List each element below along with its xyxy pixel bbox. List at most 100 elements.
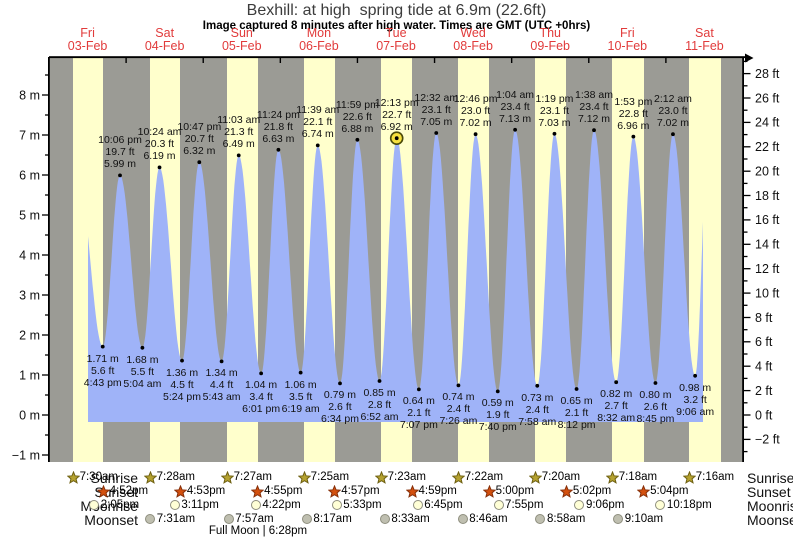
tide-high-label: 11:03 am 21.3 ft 6.49 m	[217, 114, 260, 150]
sunrise-time: 7:22am	[464, 471, 504, 483]
tide-point-dot	[416, 387, 421, 392]
ft-tick-label: 20 ft	[755, 165, 780, 179]
tide-label-line: 5.99 m	[103, 158, 137, 171]
tide-label-line: 7.05 m	[420, 116, 453, 128]
ft-tick-label: 22 ft	[755, 140, 780, 154]
tide-label-line: 23.1 ft	[421, 104, 451, 116]
tide-label-line: 6.74 m	[301, 128, 334, 141]
day-label: Fri 10-Feb	[589, 27, 666, 53]
tide-point-dot	[592, 128, 596, 133]
moonset-circle-icon	[613, 514, 624, 524]
moonset-circle-icon	[379, 514, 390, 524]
day-label: Tue 07-Feb	[357, 27, 434, 53]
day-name: Mon	[306, 26, 332, 40]
chart-subtitle: Image captured 8 minutes after high wate…	[202, 20, 591, 32]
tide-label-line: 1.71 m	[86, 352, 119, 365]
tide-point-dot	[118, 173, 122, 178]
day-label: Thu 09-Feb	[512, 27, 589, 53]
tide-label-line: 10:47 pm	[177, 121, 222, 134]
tide-low-label: 1.71 m 5.6 ft 4:43 pm	[84, 353, 122, 389]
tide-label-line: 6:19 am	[281, 402, 320, 415]
ft-tick-label: 16 ft	[755, 213, 780, 227]
tide-label-line: 1.04 m	[245, 379, 278, 392]
tide-label-line: 5:24 pm	[163, 390, 201, 403]
day-date: 07-Feb	[376, 39, 416, 53]
tide-label-line: 21.3 ft	[224, 126, 254, 139]
tide-label-line: 12:32 am	[414, 92, 459, 104]
tide-label-line: 0.73 m	[521, 391, 554, 404]
chart-title: Bexhill: at high spring tide at 6.9m (22…	[246, 2, 547, 19]
sunrise-time: 7:18am	[618, 471, 658, 483]
tide-label-line: 11:59 pm	[335, 98, 379, 111]
moonrise-circle-icon	[89, 500, 100, 510]
day-name: Fri	[80, 26, 95, 40]
tide-label-line: 6.32 m	[183, 145, 216, 158]
tide-label-line: 22.1 ft	[303, 116, 333, 129]
day-label: Wed 08-Feb	[435, 27, 512, 53]
ft-tick-label: 26 ft	[755, 91, 780, 105]
tide-point-dot	[513, 127, 518, 132]
sunrise-star-icon	[682, 470, 697, 489]
tide-point-dot	[434, 131, 439, 135]
tide-label-line: 12:13 pm	[374, 97, 419, 110]
day-name: Thu	[539, 26, 561, 40]
sunset-star-icon	[559, 484, 574, 503]
tide-label-line: 0.98 m	[679, 381, 712, 394]
sunrise-star-icon	[143, 470, 158, 489]
m-tick-label: 5 m	[19, 208, 40, 222]
tide-label-line: 2.4 ft	[525, 403, 549, 416]
moonset-circle-icon	[145, 514, 156, 524]
sunset-star-icon	[636, 484, 651, 503]
sunset-time: 4:53pm	[186, 485, 226, 497]
sunrise-star-icon	[66, 470, 81, 489]
moonrise-time: 6:45pm	[424, 499, 463, 511]
sunset-time: 5:00pm	[495, 485, 535, 497]
sunrise-star-icon	[451, 470, 466, 489]
tide-point-dot	[100, 344, 105, 349]
tide-label-line: 5:43 am	[202, 391, 241, 404]
sunset-star-icon	[327, 484, 342, 503]
moonset-time: 9:10am	[624, 513, 664, 525]
sunset-label-right: Sunset	[747, 484, 791, 500]
tide-label-line: 0.79 m	[323, 389, 357, 402]
day-date: 04-Feb	[144, 39, 185, 53]
tide-low-label: 0.85 m 2.8 ft 6:52 am	[361, 387, 399, 423]
sunrise-time: 7:25am	[310, 471, 350, 483]
tide-label-line: 2.7 ft	[604, 400, 628, 413]
tide-label-line: 7:40 pm	[478, 421, 517, 434]
day-date: 09-Feb	[530, 39, 571, 53]
tide-label-line: 1.68 m	[126, 353, 159, 366]
m-tick-label: −1 m	[12, 448, 40, 462]
tide-label-line: 23.4 ft	[500, 100, 530, 113]
moonrise-label-right: Moonrise	[747, 498, 793, 514]
tide-label-line: 3.4 ft	[249, 391, 273, 404]
tide-label-line: 6.88 m	[341, 122, 374, 135]
tide-point-dot	[338, 381, 342, 386]
tide-point-dot	[180, 358, 184, 363]
ft-tick-label: 14 ft	[755, 238, 780, 252]
moonset-time: 8:58am	[546, 513, 586, 525]
sunrise-star-icon	[605, 470, 620, 489]
tide-label-line: 9:06 am	[676, 405, 715, 418]
day-name: Sat	[695, 26, 714, 40]
moonset-time: 8:46am	[469, 513, 508, 525]
tide-label-line: 23.4 ft	[579, 101, 609, 114]
day-name: Sun	[230, 26, 253, 40]
tide-label-line: 7.02 m	[459, 117, 492, 130]
tide-point-dot	[377, 379, 382, 383]
day-date: 08-Feb	[453, 39, 493, 53]
tide-point-dot	[535, 383, 540, 388]
tide-label-line: 6.49 m	[222, 138, 255, 151]
tide-high-label: 1:04 am 23.4 ft 7.13 m	[496, 89, 534, 125]
tide-label-line: 5.5 ft	[130, 365, 155, 378]
tide-label-line: 7:58 am	[518, 415, 557, 428]
tide-label-line: 1:38 am	[575, 89, 613, 102]
sunset-star-icon	[173, 484, 188, 503]
tide-label-line: 2.4 ft	[446, 403, 471, 416]
tide-high-label: 10:24 am 20.3 ft 6.19 m	[138, 126, 182, 162]
sunrise-time: 7:30am	[79, 471, 118, 483]
tide-label-line: 11:03 am	[217, 114, 261, 127]
tide-label-line: 8:12 pm	[557, 419, 596, 431]
tide-label-line: 0.80 m	[639, 389, 672, 401]
tide-point-dot	[355, 137, 360, 142]
